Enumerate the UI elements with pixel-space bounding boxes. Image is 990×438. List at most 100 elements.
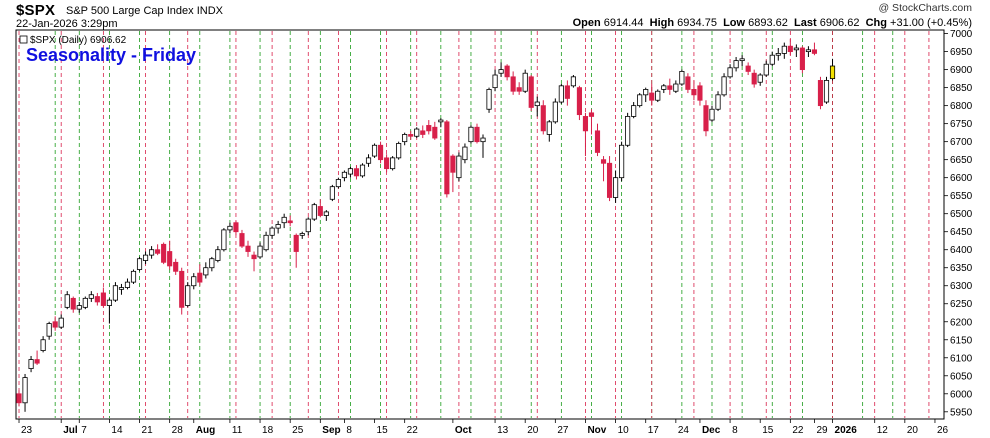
candle-body (263, 234, 269, 251)
candle (715, 91, 721, 112)
candle-body (347, 168, 354, 175)
y-tick-label: 6600 (950, 173, 973, 184)
candle-body (564, 85, 570, 99)
candle-body (269, 227, 275, 236)
candle (275, 220, 281, 234)
candle (365, 154, 372, 167)
candle (161, 242, 167, 265)
candle-body (426, 125, 432, 132)
candle (655, 89, 661, 103)
candle-body (823, 80, 830, 103)
y-tick-label: 6900 (950, 65, 973, 76)
candle-body (619, 144, 625, 179)
candle-body (817, 80, 824, 107)
candle-body (727, 67, 733, 78)
candle (359, 163, 366, 178)
candle (757, 73, 763, 86)
candle (88, 291, 94, 302)
candle-body (239, 233, 245, 247)
x-tick-label: Aug (196, 425, 215, 436)
candle-body (480, 137, 486, 143)
candle-body (251, 254, 257, 260)
candle (185, 282, 191, 308)
candle-body (299, 233, 305, 236)
y-axis: 5950 6000 6050 6100 6150 6200 6250 6300 6350 6400… (944, 29, 973, 418)
low-value: 6893.62 (748, 17, 788, 29)
candle-body (558, 85, 564, 103)
candle (444, 120, 450, 198)
candle (805, 46, 811, 58)
candle (155, 244, 161, 256)
candle-body (432, 126, 438, 139)
high-label: High (649, 17, 675, 29)
candle (142, 251, 149, 265)
candle-body (106, 299, 112, 306)
candle (564, 80, 570, 106)
candle (167, 240, 173, 270)
x-tick-label: 18 (262, 425, 274, 436)
candle-body (305, 218, 311, 233)
candle-body (390, 157, 396, 170)
chart-title: Seasonality - Friday (26, 45, 196, 65)
candle (245, 240, 251, 257)
candle (781, 42, 787, 59)
candle (396, 141, 402, 160)
candle-body (173, 261, 179, 272)
candle-body (118, 287, 125, 290)
watermark: @ StockCharts.com (878, 2, 972, 14)
x-tick-label: Sep (322, 425, 340, 436)
candle-body (606, 162, 613, 198)
y-tick-label: 6550 (950, 191, 973, 202)
candle (649, 84, 655, 106)
candle (420, 125, 426, 139)
y-tick-label: 6450 (950, 227, 973, 238)
candle (106, 298, 112, 324)
candle (203, 262, 209, 279)
candle-body (691, 89, 697, 96)
candle (239, 229, 245, 248)
candle-body (142, 254, 149, 261)
candle (118, 283, 125, 295)
candle (606, 156, 613, 202)
candle-body (486, 89, 492, 110)
ohlc-readout: Open 6914.44 High 6934.75 Low 6893.62 La… (573, 17, 972, 29)
x-tick-label: 14 (111, 425, 123, 436)
y-tick-label: 6300 (950, 281, 973, 292)
candle (721, 73, 727, 97)
candle-body (335, 179, 341, 188)
candle-body (408, 134, 414, 137)
candle-body (34, 359, 40, 364)
candle (625, 112, 631, 148)
x-tick-label: 17 (648, 425, 660, 436)
candle (697, 82, 703, 106)
candle-body (58, 317, 64, 328)
candle-body (600, 159, 607, 164)
candle (28, 355, 34, 373)
candle (287, 215, 293, 227)
candle (667, 78, 673, 95)
candle (179, 267, 185, 315)
candle (124, 278, 131, 290)
candle (709, 105, 715, 122)
x-tick-label: 28 (172, 425, 184, 436)
ticker-symbol[interactable]: $SPX (16, 2, 56, 19)
candle (371, 143, 378, 158)
index-name: S&P 500 Large Cap Index (66, 5, 194, 17)
open-value: 6914.44 (603, 17, 644, 29)
candle (16, 390, 22, 407)
chg-value: +31.00 (+0.45%) (890, 17, 972, 29)
chart-date: 22-Jan-2026 3:29pm (16, 18, 118, 30)
candle (739, 55, 745, 67)
candle-body (468, 126, 474, 143)
candle (631, 102, 637, 119)
x-tick-label: 23 (21, 425, 33, 436)
candle (576, 85, 582, 121)
candle-body (739, 58, 745, 62)
candle-body (402, 134, 408, 143)
candle-body (625, 116, 631, 146)
candle (341, 170, 347, 182)
candle (390, 156, 396, 171)
candle-body (588, 112, 595, 117)
candle-body (221, 229, 227, 251)
